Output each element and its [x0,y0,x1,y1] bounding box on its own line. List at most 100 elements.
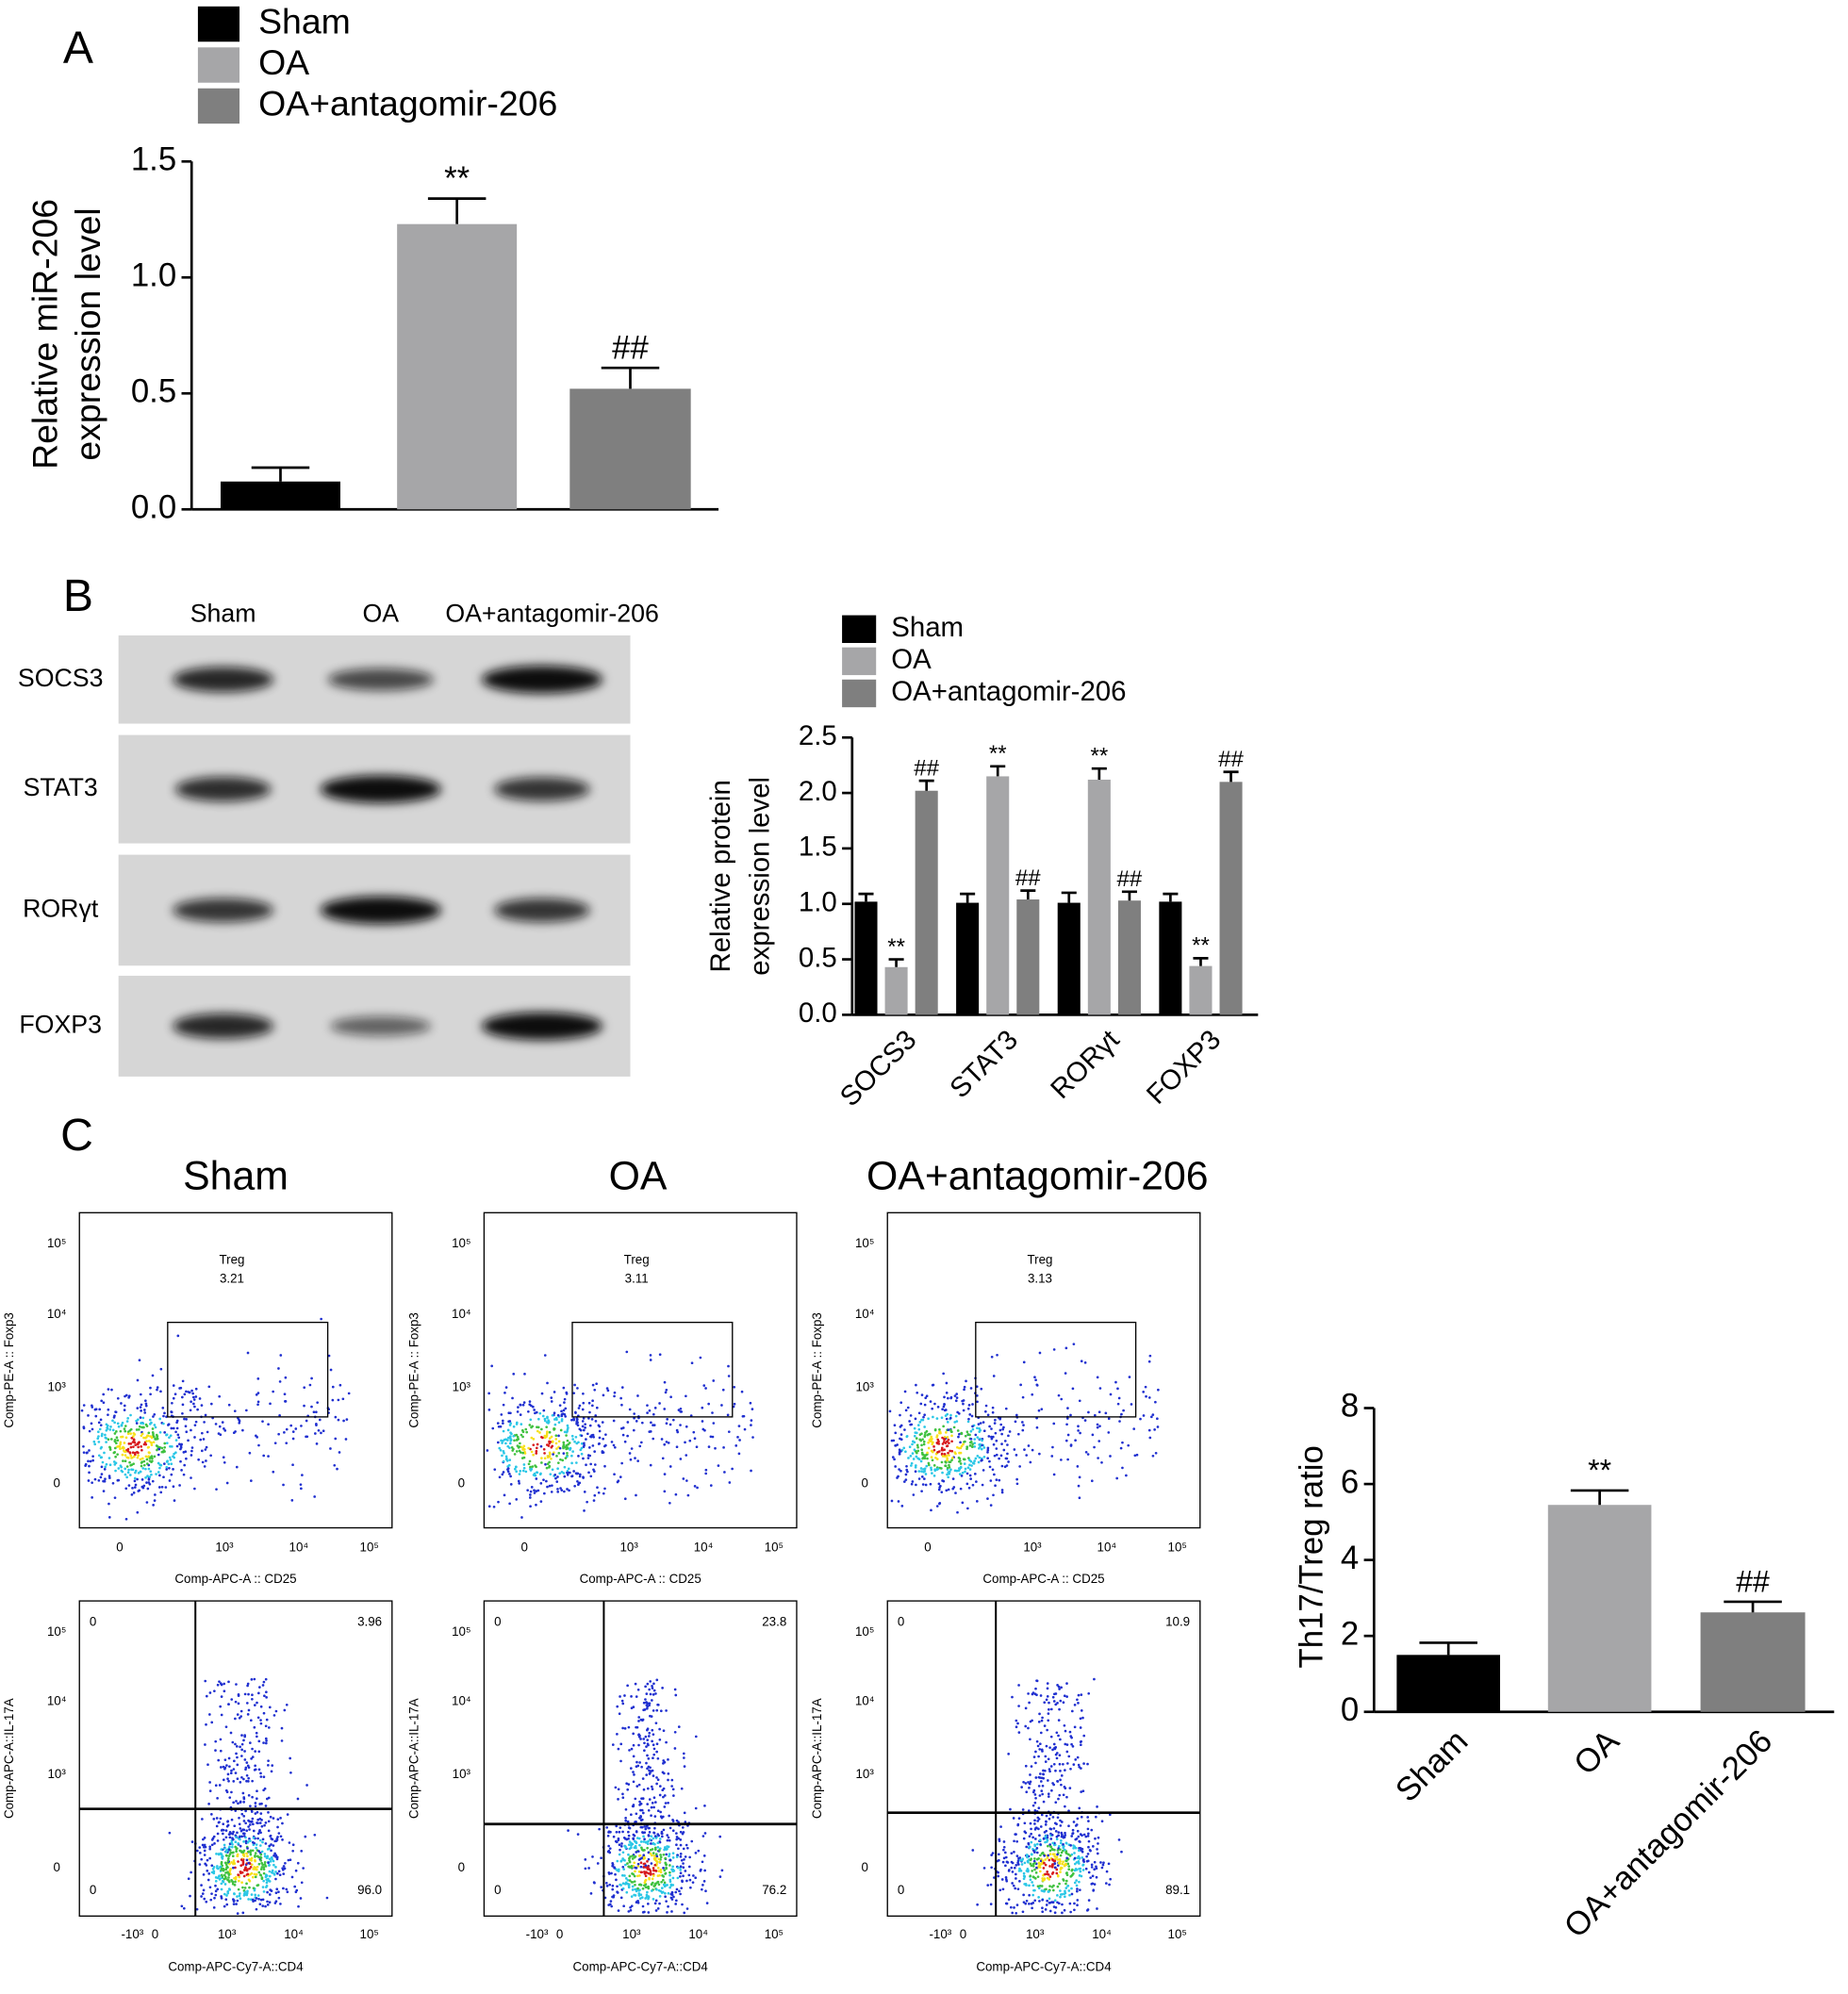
event-dot [1006,1443,1009,1446]
event-dot [230,1769,233,1772]
event-dot [638,1816,641,1820]
event-dot [624,1877,628,1880]
event-dot [303,1404,305,1408]
y-tick-label: 10⁵ [452,1624,470,1639]
event-dot [1074,1758,1078,1761]
event-dot [235,1903,238,1905]
event-dot [940,1416,944,1420]
event-dot [1064,1887,1068,1889]
event-dot [1116,1402,1120,1406]
event-dot [249,1866,253,1869]
event-dot [584,1423,587,1425]
event-dot [559,1428,563,1432]
event-dot [1058,1688,1061,1690]
event-dot [337,1398,340,1402]
event-dot [1056,1874,1060,1878]
event-dot [256,1894,260,1897]
event-dot [1061,1892,1064,1896]
event-dot [223,1873,226,1877]
event-dot [662,1762,665,1765]
event-dot [631,1871,634,1875]
event-dot [653,1835,657,1837]
event-dot [1053,1862,1057,1865]
event-dot [216,1683,220,1687]
event-dot [269,1402,272,1406]
event-dot [634,1682,637,1686]
event-dot [217,1758,221,1762]
event-dot [962,1442,965,1446]
event-dot [699,1356,702,1360]
event-dot [648,1876,651,1880]
event-dot [158,1466,161,1470]
event-dot [202,1888,206,1892]
event-dot [968,1413,972,1416]
event-dot [190,1449,193,1453]
event-dot [1095,1875,1098,1879]
event-dot [515,1421,519,1425]
event-dot [245,1773,249,1777]
plot-title: OA+antagomir-206 [866,1153,1209,1198]
event-dot [959,1487,963,1491]
event-dot [1030,1832,1032,1836]
event-dot [148,1418,152,1422]
event-dot [652,1884,656,1887]
y-tick-label: 0.5 [131,373,176,409]
event-dot [682,1866,685,1870]
event-dot [258,1821,262,1824]
event-dot [310,1405,313,1409]
event-dot [1015,1839,1019,1843]
event-dot [282,1887,285,1890]
event-dot [627,1830,630,1834]
event-dot [927,1463,931,1467]
event-dot [133,1451,137,1455]
event-dot [88,1464,91,1468]
event-dot [267,1811,270,1814]
event-dot [246,1713,250,1716]
event-dot [201,1460,205,1464]
event-dot [995,1439,998,1442]
event-dot [1056,1702,1059,1705]
event-dot [969,1477,972,1480]
error-bar [1570,1489,1629,1506]
event-dot [551,1444,554,1448]
event-dot [597,1491,601,1494]
event-dot [550,1457,553,1460]
event-dot [520,1445,523,1449]
event-dot [1028,1893,1031,1897]
event-dot [955,1420,959,1423]
event-dot [543,1417,547,1421]
event-dot [124,1487,128,1491]
event-dot [1041,1898,1044,1902]
event-dot [1065,1856,1069,1860]
event-dot [153,1424,157,1426]
event-dot [271,1857,273,1861]
event-dot [125,1475,129,1479]
event-dot [281,1868,285,1871]
event-dot [697,1849,701,1853]
event-dot [285,1427,289,1431]
event-dot [130,1493,134,1496]
event-dot [144,1399,147,1403]
event-dot [1029,1460,1032,1464]
event-dot [606,1834,610,1837]
event-dot [246,1868,249,1871]
event-dot [1058,1762,1062,1766]
event-dot [273,1852,276,1855]
event-dot [1006,1452,1009,1456]
event-dot [621,1865,625,1869]
event-dot [1081,1863,1085,1867]
event-dot [577,1483,580,1487]
event-dot [1114,1380,1117,1384]
event-dot [253,1768,256,1772]
event-dot [1061,1903,1064,1906]
event-dot [943,1448,946,1452]
event-dot [1094,1413,1097,1417]
event-dot [1058,1857,1062,1861]
bar [569,388,691,510]
event-dot [694,1806,698,1810]
event-dot [243,1750,246,1753]
event-dot [657,1888,661,1892]
event-dot [533,1489,536,1492]
event-dot [671,1418,675,1422]
event-dot [662,1878,665,1882]
